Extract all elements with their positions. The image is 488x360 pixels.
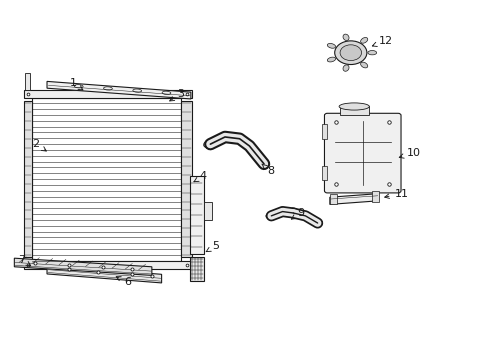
Ellipse shape — [338, 103, 368, 110]
Bar — [23, 261, 191, 269]
Bar — [23, 101, 32, 257]
Ellipse shape — [258, 160, 269, 167]
Text: 2: 2 — [32, 139, 46, 151]
Bar — [321, 125, 327, 139]
FancyBboxPatch shape — [324, 113, 400, 193]
Bar — [25, 73, 30, 90]
Text: 1: 1 — [69, 78, 83, 90]
Polygon shape — [14, 258, 152, 275]
Circle shape — [334, 41, 366, 64]
Text: 10: 10 — [399, 148, 420, 158]
Bar — [329, 194, 336, 204]
Polygon shape — [329, 194, 378, 204]
Ellipse shape — [326, 57, 335, 62]
Bar — [189, 176, 203, 253]
Ellipse shape — [312, 220, 322, 226]
Text: 7: 7 — [18, 255, 31, 266]
Bar — [181, 101, 191, 257]
Text: 6: 6 — [116, 276, 131, 287]
Bar — [23, 90, 191, 98]
Bar — [321, 166, 327, 180]
Polygon shape — [47, 265, 161, 283]
Text: 12: 12 — [372, 36, 392, 46]
Text: 9: 9 — [291, 208, 304, 219]
Bar — [189, 257, 203, 281]
Text: 3: 3 — [169, 89, 184, 101]
Text: 4: 4 — [194, 171, 206, 182]
Ellipse shape — [360, 37, 367, 43]
Bar — [203, 202, 212, 220]
Text: 11: 11 — [384, 189, 407, 199]
Ellipse shape — [367, 50, 376, 55]
Bar — [371, 192, 378, 202]
Ellipse shape — [326, 44, 335, 48]
Text: 8: 8 — [261, 164, 273, 176]
Circle shape — [339, 45, 361, 60]
Ellipse shape — [203, 140, 217, 148]
Bar — [339, 107, 368, 116]
Ellipse shape — [265, 213, 276, 219]
Ellipse shape — [360, 62, 367, 68]
Ellipse shape — [342, 65, 348, 71]
Text: 5: 5 — [206, 241, 218, 252]
Bar — [32, 98, 181, 261]
Ellipse shape — [342, 34, 348, 40]
Polygon shape — [47, 81, 190, 99]
